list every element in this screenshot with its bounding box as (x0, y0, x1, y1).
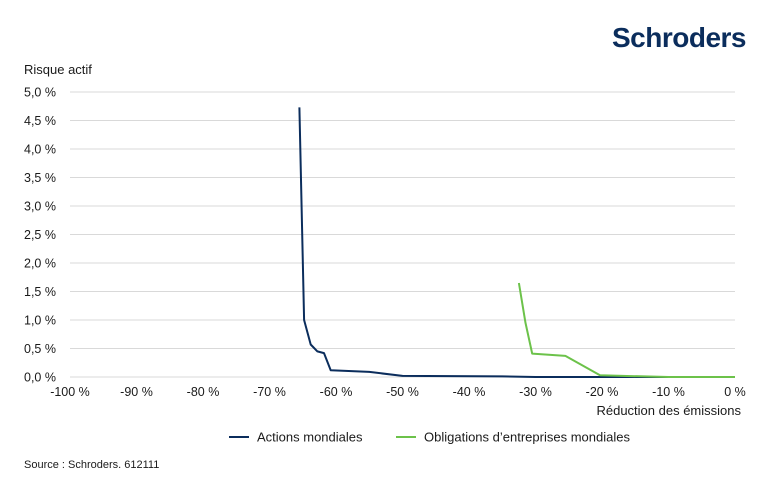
y-tick-label: 0,0 % (24, 371, 56, 385)
y-tick-label: 0,5 % (24, 342, 56, 356)
y-tick-label: 2,0 % (24, 257, 56, 271)
y-axis-title: Risque actif (24, 62, 92, 77)
x-tick-label: -90 % (120, 385, 153, 399)
y-tick-label: 3,5 % (24, 171, 56, 185)
x-tick-labels: -100 % -90 % -80 % -70 % -60 % -50 % -40 % -30 … (50, 385, 746, 399)
gridlines (70, 91, 735, 378)
x-tick-label: -80 % (187, 385, 220, 399)
x-tick-label: -30 % (519, 385, 552, 399)
y-tick-label: 4,5 % (24, 114, 56, 128)
legend-label-obligations: Obligations d’entreprises mondiales (424, 430, 630, 445)
y-tick-labels: 0,0 % 0,5 % 1,0 % 1,5 % 2,0 % 2,5 % 3,0 % 3,5 %… (24, 86, 56, 385)
x-axis-title: Réduction des émissions (596, 403, 741, 418)
series-line-obligations (517, 282, 735, 378)
source-note: Source : Schroders. 612111 (24, 459, 159, 471)
y-tick-label: 1,0 % (24, 314, 56, 328)
x-tick-label: -100 % (50, 385, 90, 399)
y-tick-label: 5,0 % (24, 86, 56, 100)
x-tick-label: -40 % (453, 385, 486, 399)
x-tick-label: -60 % (320, 385, 353, 399)
x-tick-label: 0 % (724, 385, 746, 399)
series-lines (298, 107, 735, 378)
x-tick-label: -70 % (253, 385, 286, 399)
x-tick-label: -20 % (586, 385, 619, 399)
y-tick-label: 2,5 % (24, 228, 56, 242)
y-tick-label: 1,5 % (24, 285, 56, 299)
legend-label-actions: Actions mondiales (257, 430, 363, 445)
x-tick-label: -50 % (386, 385, 419, 399)
legend: Actions mondiales Obligations d’entrepri… (229, 430, 630, 445)
x-tick-label: -10 % (652, 385, 685, 399)
y-tick-label: 3,0 % (24, 200, 56, 214)
brand-logo: Schroders (612, 22, 746, 53)
series-line-actions (298, 107, 735, 378)
y-tick-label: 4,0 % (24, 143, 56, 157)
